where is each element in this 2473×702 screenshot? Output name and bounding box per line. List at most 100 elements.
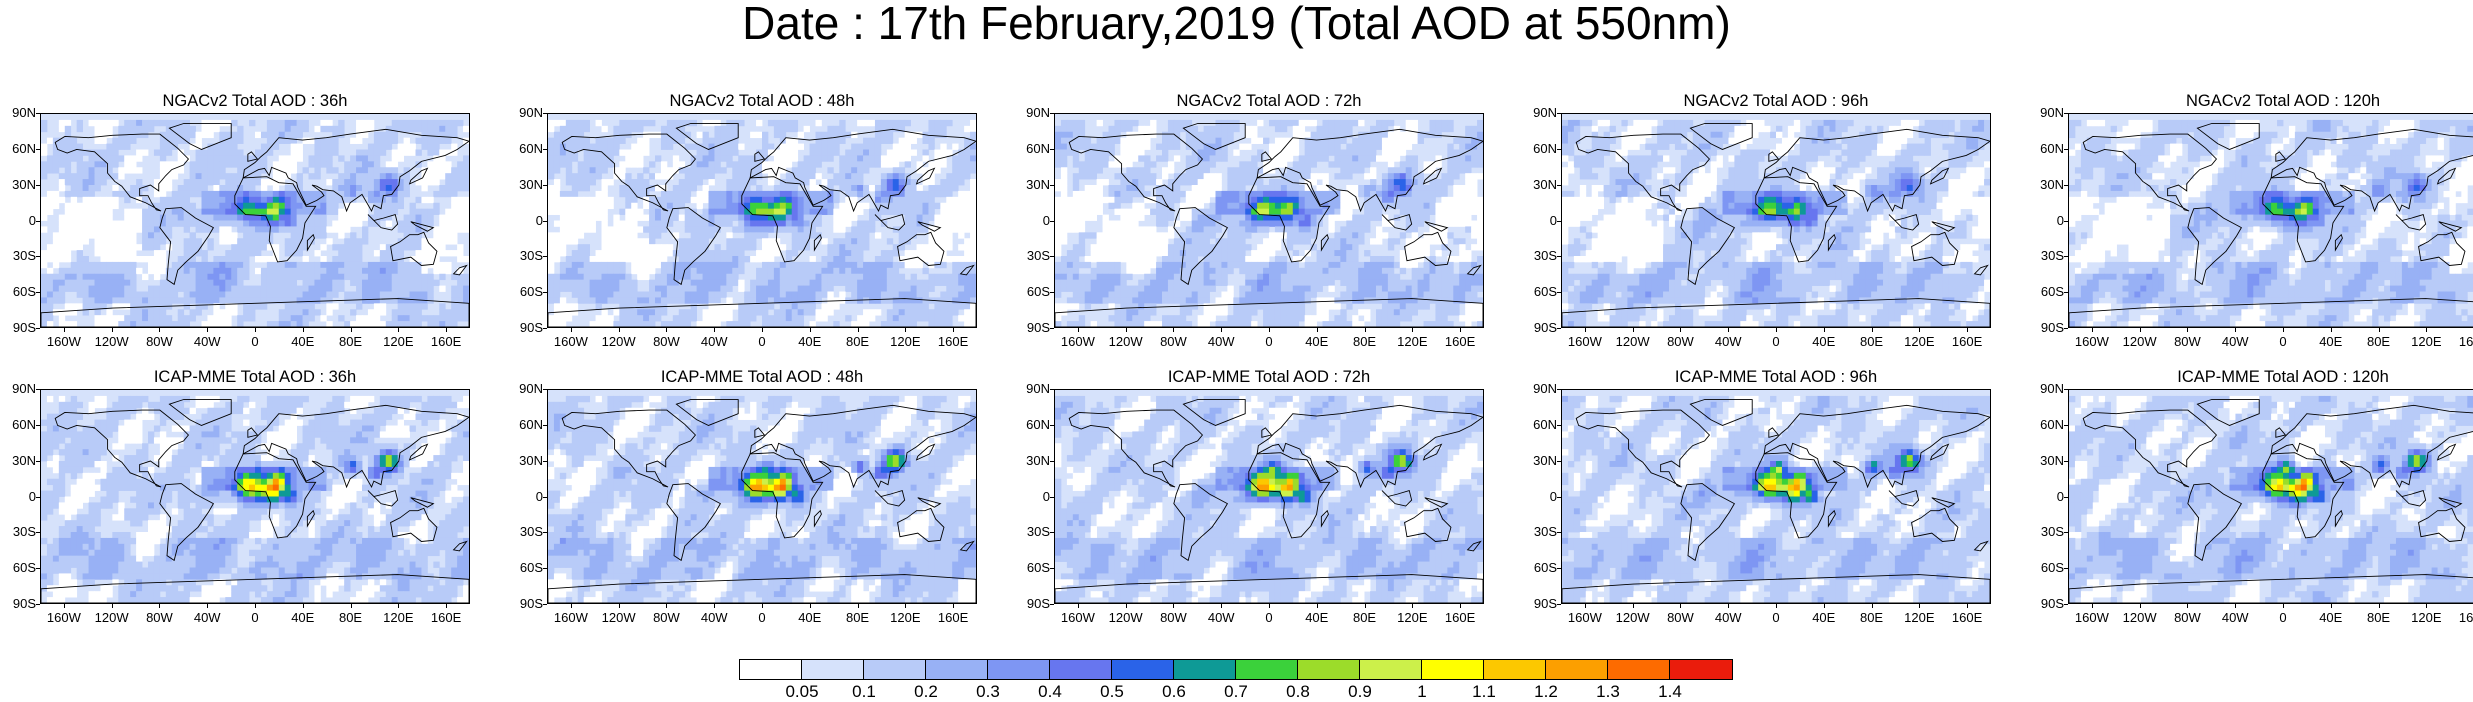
aod-cell [596,138,602,144]
aod-cell [578,226,584,232]
aod-cell [619,126,625,132]
aod-cell [273,286,279,292]
aod-cell [857,321,863,327]
aod-cell [857,144,863,150]
aod-cell [590,286,596,292]
aod-cell [703,209,709,215]
aod-cell [792,185,798,191]
aod-cell [964,292,970,298]
aod-cell [178,150,184,156]
aod-cell [1287,215,1293,221]
aod-cell [142,238,148,244]
aod-cell [83,238,89,244]
aod-cell [1328,120,1334,126]
aod-cell [463,221,469,227]
aod-cell [303,309,309,315]
aod-cell [578,280,584,286]
aod-cell [326,197,332,203]
aod-cell [41,203,47,209]
aod-cell [1311,144,1317,150]
aod-cell [83,303,89,309]
aod-cell [178,215,184,221]
aod-cell [584,250,590,256]
aod-cell [303,167,309,173]
aod-cell [881,173,887,179]
aod-cell [845,155,851,161]
aod-cell [1120,197,1126,203]
aod-cell [231,238,237,244]
aod-cell [1305,191,1311,197]
aod-cell [314,250,320,256]
aod-cell [1126,221,1132,227]
aod-cell [590,321,596,327]
aod-cell [631,244,637,250]
aod-cell [148,221,154,227]
aod-cell [213,161,219,167]
aod-cell [291,309,297,315]
aod-cell [65,203,71,209]
aod-cell [1477,203,1483,209]
aod-cell [560,244,566,250]
aod-cell [47,315,53,321]
aod-cell [881,268,887,274]
aod-cell [71,232,77,238]
aod-cell [160,315,166,321]
aod-cell [821,132,827,138]
aod-cell [762,309,768,315]
aod-cell [685,309,691,315]
aod-cell [798,203,804,209]
aod-cell [649,268,655,274]
aod-cell [445,126,451,132]
aod-cell [71,197,77,203]
aod-cell [279,321,285,327]
aod-cell [356,303,362,309]
aod-cell [207,262,213,268]
aod-cell [124,221,130,227]
aod-cell [673,120,679,126]
aod-cell [421,185,427,191]
aod-cell [1144,226,1150,232]
aod-cell [1358,221,1364,227]
aod-cell [1085,173,1091,179]
aod-cell [602,297,608,303]
aod-cell [451,203,457,209]
aod-cell [923,309,929,315]
aod-cell [661,126,667,132]
aod-cell [643,120,649,126]
aod-cell [714,150,720,156]
aod-cell [1216,209,1222,215]
aod-cell [590,292,596,298]
aod-cell [457,309,463,315]
aod-cell [590,209,596,215]
aod-cell [619,161,625,167]
aod-cell [1210,173,1216,179]
aod-cell [380,286,386,292]
aod-cell [732,161,738,167]
aod-cell [869,226,875,232]
aod-cell [344,292,350,298]
aod-cell [1358,138,1364,144]
aod-cell [1388,132,1394,138]
aod-cell [267,126,273,132]
aod-cell [631,297,637,303]
aod-cell [374,268,380,274]
aod-cell [332,197,338,203]
aod-cell [41,315,47,321]
aod-cell [768,256,774,262]
aod-cell [350,179,356,185]
aod-cell [356,126,362,132]
aod-cell [851,173,857,179]
aod-cell [673,155,679,161]
aod-cell [899,167,905,173]
aod-cell [946,280,952,286]
aod-cell [362,209,368,215]
aod-cell [190,232,196,238]
aod-cell [1114,197,1120,203]
aod-cell [566,126,572,132]
aod-cell [1144,232,1150,238]
aod-cell [404,286,410,292]
aod-cell [738,173,744,179]
aod-cell [1477,132,1483,138]
aod-cell [602,215,608,221]
aod-cell [970,321,976,327]
